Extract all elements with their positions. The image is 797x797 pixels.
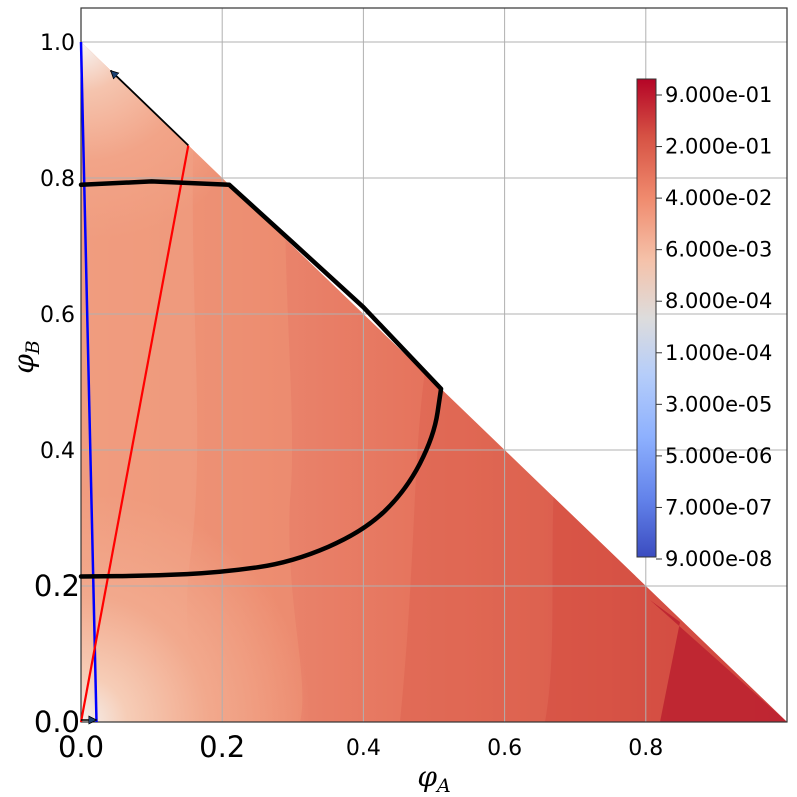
colorbar-label-8: 7.000e-07: [665, 495, 772, 519]
colorbar-label-4: 8.000e-04: [665, 289, 772, 313]
red-line: [79, 145, 190, 723]
colorbar-label-3: 6.000e-03: [665, 238, 772, 262]
x-axis-title-subscript: A: [435, 775, 451, 797]
colorbar-bar: [636, 78, 657, 558]
colorbar-label-5: 1.000e-04: [665, 341, 772, 365]
x-tick-label-2: 0.4: [346, 736, 381, 761]
colorbar-label-9: 9.000e-08: [665, 547, 772, 571]
y-tick-label-3: 0.6: [40, 303, 75, 328]
y-axis-title: φB: [7, 340, 44, 374]
x-tick-label-4: 0.8: [628, 736, 663, 761]
colorbar: 9.000e-01 2.000e-01 4.000e-02 6.000e-03 8.00…: [636, 78, 772, 571]
y-tick-label-0: 0.0: [34, 705, 80, 739]
direction-arrow: [111, 69, 189, 147]
x-tick-label-0: 0.0: [58, 730, 104, 764]
y-tick-label-2: 0.4: [40, 439, 75, 464]
y-tick-label-5: 1.0: [40, 31, 75, 56]
x-axis-title: φA: [417, 760, 450, 797]
y-axis-title-subscript: B: [22, 340, 44, 355]
x-tick-label-1: 0.2: [199, 730, 245, 764]
x-tick-label-3: 0.6: [487, 736, 522, 761]
colorbar-label-1: 2.000e-01: [665, 135, 772, 159]
colorbar-label-6: 3.000e-05: [665, 392, 772, 416]
colorbar-label-7: 5.000e-06: [665, 444, 772, 468]
y-tick-labels: 0.0 0.2 0.4 0.6 0.8 1.0: [34, 31, 80, 739]
blue-line: [79, 41, 98, 723]
overlays: [78, 41, 444, 723]
binodal-curve: [78, 179, 444, 579]
x-tick-labels: 0.0 0.2 0.4 0.6 0.8: [58, 730, 663, 764]
axes-frame: [80, 7, 788, 723]
colorbar-label-0: 9.000e-01: [665, 83, 772, 107]
colorbar-ticks: 9.000e-01 2.000e-01 4.000e-02 6.000e-03 8.00…: [656, 83, 772, 571]
colorbar-label-2: 4.000e-02: [665, 186, 772, 210]
y-tick-label-4: 0.8: [40, 167, 75, 192]
y-tick-label-1: 0.2: [34, 569, 80, 603]
